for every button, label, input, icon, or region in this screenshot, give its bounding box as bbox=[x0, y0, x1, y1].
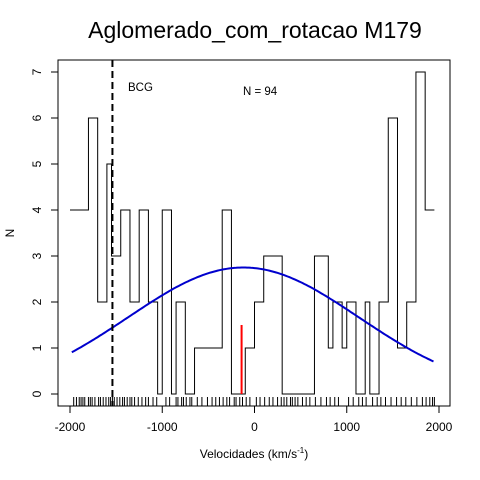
rug-layer bbox=[73, 397, 435, 406]
x-axis-label-superscript: -1 bbox=[297, 446, 305, 455]
x-axis-label: Velocidades (km/s-1) bbox=[200, 446, 309, 461]
x-axis-label-text: Velocidades (km/s bbox=[200, 447, 297, 461]
x-tick-label: 2000 bbox=[426, 420, 453, 434]
x-tick-label: 0 bbox=[251, 420, 258, 434]
histogram-layer bbox=[70, 60, 435, 406]
plot-frame bbox=[57, 59, 451, 407]
y-tick-label: 3 bbox=[30, 252, 44, 259]
x-axis: -2000 -1000 0 1000 2000 bbox=[55, 405, 453, 434]
y-axis-label: N bbox=[3, 229, 17, 238]
y-tick-label: 5 bbox=[30, 160, 44, 167]
chart-title: Aglomerado_com_rotacao M179 bbox=[88, 17, 422, 43]
y-tick-label: 6 bbox=[30, 114, 44, 121]
x-axis-label-close: ) bbox=[304, 447, 308, 461]
y-tick-label: 2 bbox=[30, 298, 44, 305]
y-tick-label: 0 bbox=[30, 390, 44, 397]
histogram-steps bbox=[70, 71, 435, 395]
y-tick-label: 4 bbox=[30, 206, 44, 213]
n-count-label: N = 94 bbox=[243, 86, 278, 98]
y-axis: 0 1 2 3 4 5 6 7 bbox=[30, 68, 59, 397]
gaussian-fit-curve bbox=[71, 266, 434, 363]
x-tick-label: 1000 bbox=[333, 420, 360, 434]
bcg-label: BCG bbox=[128, 82, 153, 94]
x-tick-label: -2000 bbox=[55, 420, 86, 434]
y-tick-label: 7 bbox=[30, 68, 44, 75]
x-tick-label: -1000 bbox=[147, 420, 178, 434]
y-tick-label: 1 bbox=[30, 344, 44, 351]
